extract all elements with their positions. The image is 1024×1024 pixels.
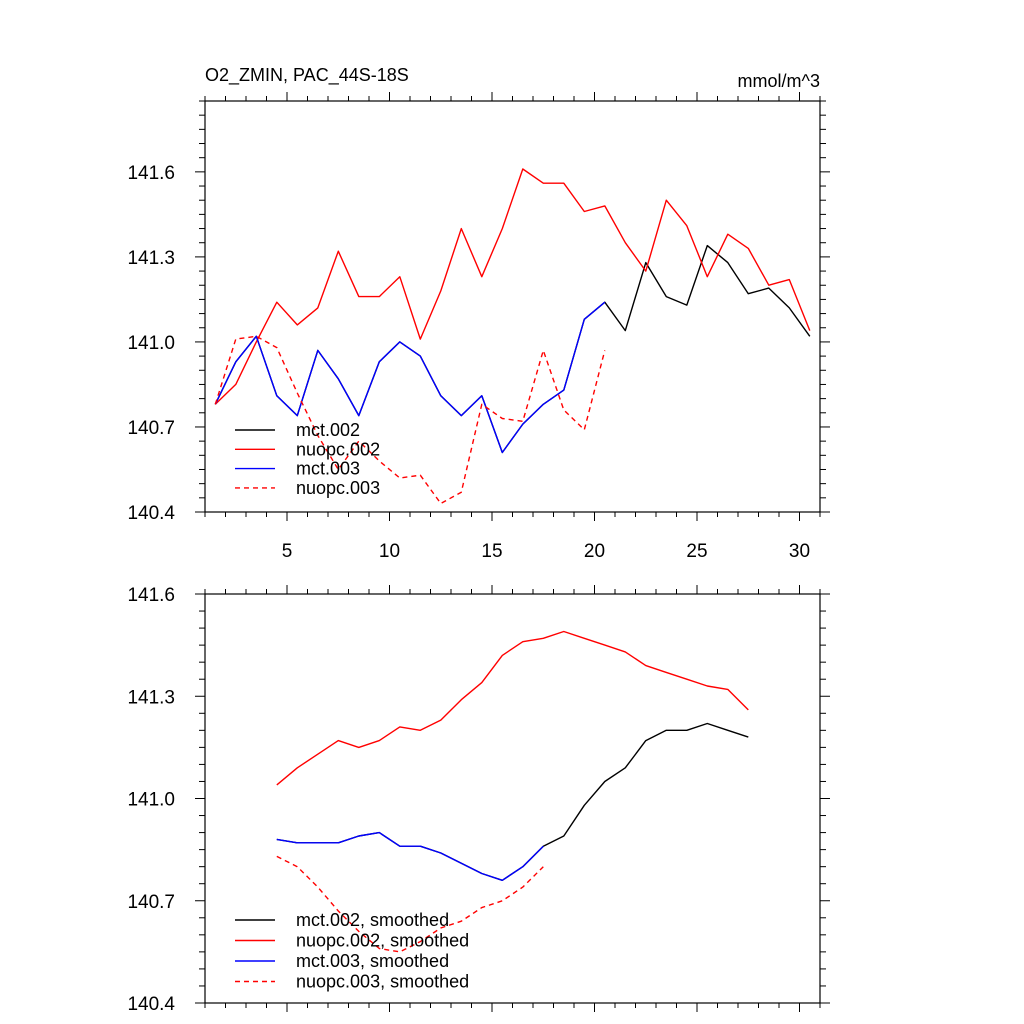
y-tick-label: 140.4 bbox=[127, 503, 175, 524]
legend-label: mct.003 bbox=[296, 459, 360, 479]
chart-title: O2_ZMIN, PAC_44S-18S bbox=[205, 65, 409, 86]
x-tick-label: 15 bbox=[481, 541, 502, 562]
y-tick-label: 140.7 bbox=[127, 892, 175, 913]
series-line-mct-003-smoothed bbox=[276, 831, 544, 881]
series-line-mct-003 bbox=[214, 301, 606, 454]
y-tick-label: 141.6 bbox=[127, 585, 175, 606]
top-panel: O2_ZMIN, PAC_44S-18S mmol/m^3 5 10 15 20 25 3… bbox=[127, 65, 830, 562]
y-tick-label: 141.3 bbox=[127, 687, 175, 708]
legend-label: nuopc.002, smoothed bbox=[296, 931, 469, 951]
units-label: mmol/m^3 bbox=[738, 71, 820, 91]
y-tick-label: 140.7 bbox=[127, 418, 175, 439]
series-line-nuopc-003 bbox=[214, 335, 606, 505]
y-tick-label: 141.3 bbox=[127, 248, 175, 269]
series-line-nuopc-002-smoothed bbox=[276, 630, 749, 786]
x-tick-label: 20 bbox=[584, 541, 605, 562]
legend-label: nuopc.002 bbox=[296, 439, 380, 459]
y-tick-label: 141.0 bbox=[127, 790, 175, 811]
x-tick-label: 25 bbox=[686, 541, 707, 562]
legend-label: mct.002, smoothed bbox=[296, 910, 449, 930]
legend-label: nuopc.003 bbox=[296, 478, 380, 498]
y-tick-label: 141.0 bbox=[127, 333, 175, 354]
x-tick-label: 30 bbox=[789, 541, 810, 562]
series-line-nuopc-003-smoothed bbox=[276, 855, 544, 953]
bottom-panel: 140.4 140.7 141.0 141.3 141.6 mct.002, smooth… bbox=[127, 585, 830, 1015]
legend-label: mct.002 bbox=[296, 420, 360, 440]
series-line-mct-002-smoothed bbox=[276, 722, 749, 881]
x-tick-label: 5 bbox=[282, 541, 293, 562]
y-tick-label: 140.4 bbox=[127, 994, 175, 1015]
y-tick-label: 141.6 bbox=[127, 163, 175, 184]
legend-label: mct.003, smoothed bbox=[296, 951, 449, 971]
series-line-nuopc-002 bbox=[214, 168, 811, 405]
legend-label: nuopc.003, smoothed bbox=[296, 972, 469, 992]
x-tick-label: 10 bbox=[379, 541, 400, 562]
